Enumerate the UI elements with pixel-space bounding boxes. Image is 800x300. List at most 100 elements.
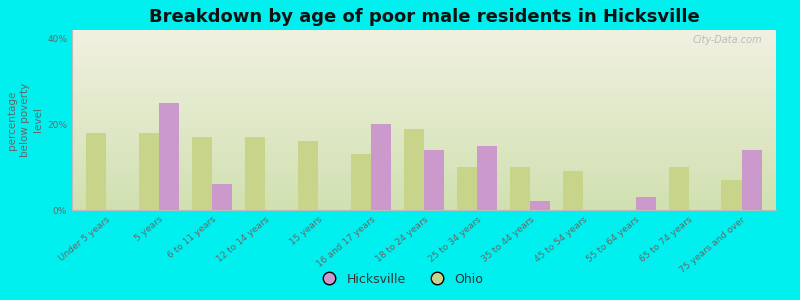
Bar: [72, 68, 776, 70]
Bar: [72, 102, 776, 104]
Bar: [72, 41, 776, 43]
Bar: [72, 71, 776, 73]
Bar: [424, 150, 444, 210]
Bar: [159, 103, 179, 210]
Y-axis label: percentage
below poverty
level: percentage below poverty level: [6, 83, 43, 157]
Legend: Hicksville, Ohio: Hicksville, Ohio: [311, 268, 489, 291]
Bar: [72, 149, 776, 151]
Bar: [72, 115, 776, 116]
Bar: [72, 122, 776, 124]
Bar: [72, 30, 776, 32]
Bar: [742, 150, 762, 210]
Bar: [351, 154, 371, 210]
Bar: [72, 91, 776, 93]
Bar: [212, 184, 232, 210]
Bar: [72, 111, 776, 113]
Bar: [72, 188, 776, 190]
Bar: [72, 124, 776, 125]
Bar: [457, 167, 477, 210]
Bar: [72, 174, 776, 176]
Bar: [72, 43, 776, 44]
Bar: [510, 167, 530, 210]
Bar: [72, 80, 776, 82]
Bar: [72, 79, 776, 80]
Bar: [72, 44, 776, 46]
Bar: [139, 133, 159, 210]
Bar: [72, 172, 776, 174]
Bar: [72, 104, 776, 106]
Bar: [72, 154, 776, 156]
Bar: [72, 70, 776, 71]
Bar: [72, 52, 776, 53]
Bar: [72, 57, 776, 59]
Bar: [72, 73, 776, 75]
Bar: [72, 62, 776, 64]
Bar: [72, 185, 776, 187]
Bar: [72, 190, 776, 192]
Bar: [72, 181, 776, 183]
Bar: [72, 77, 776, 79]
Bar: [72, 46, 776, 48]
Bar: [72, 89, 776, 91]
Bar: [72, 152, 776, 154]
Bar: [530, 201, 550, 210]
Bar: [72, 170, 776, 172]
Bar: [86, 133, 106, 210]
Bar: [72, 160, 776, 161]
Bar: [72, 187, 776, 188]
Bar: [72, 197, 776, 199]
Bar: [72, 75, 776, 77]
Bar: [72, 97, 776, 98]
Bar: [404, 129, 424, 210]
Bar: [72, 109, 776, 111]
Bar: [72, 151, 776, 152]
Bar: [72, 106, 776, 107]
Bar: [72, 140, 776, 142]
Bar: [72, 133, 776, 134]
Bar: [72, 66, 776, 68]
Bar: [72, 88, 776, 89]
Bar: [72, 179, 776, 181]
Bar: [371, 124, 391, 210]
Text: City-Data.com: City-Data.com: [692, 35, 762, 45]
Bar: [72, 145, 776, 147]
Bar: [72, 120, 776, 122]
Bar: [192, 137, 212, 210]
Bar: [72, 196, 776, 197]
Bar: [72, 39, 776, 41]
Bar: [72, 183, 776, 185]
Bar: [722, 180, 742, 210]
Bar: [72, 59, 776, 61]
Bar: [72, 169, 776, 170]
Bar: [72, 134, 776, 136]
Bar: [72, 205, 776, 206]
Bar: [72, 61, 776, 62]
Bar: [72, 118, 776, 120]
Bar: [72, 125, 776, 127]
Bar: [72, 48, 776, 50]
Bar: [72, 37, 776, 39]
Bar: [72, 206, 776, 208]
Bar: [72, 86, 776, 88]
Bar: [72, 35, 776, 37]
Bar: [72, 203, 776, 205]
Bar: [72, 163, 776, 165]
Bar: [72, 107, 776, 109]
Bar: [636, 197, 656, 210]
Bar: [72, 138, 776, 140]
Bar: [72, 147, 776, 149]
Bar: [72, 50, 776, 52]
Title: Breakdown by age of poor male residents in Hicksville: Breakdown by age of poor male residents …: [149, 8, 699, 26]
Bar: [72, 199, 776, 201]
Bar: [72, 82, 776, 84]
Bar: [72, 32, 776, 34]
Bar: [72, 113, 776, 115]
Bar: [72, 127, 776, 129]
Bar: [72, 34, 776, 35]
Bar: [72, 167, 776, 169]
Bar: [72, 156, 776, 158]
Bar: [72, 161, 776, 163]
Bar: [72, 158, 776, 160]
Bar: [72, 64, 776, 66]
Bar: [72, 176, 776, 178]
